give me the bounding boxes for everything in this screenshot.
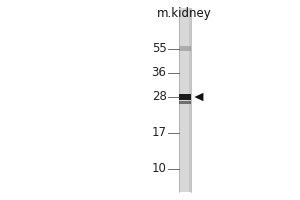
Text: 17: 17: [152, 127, 166, 140]
Text: 36: 36: [152, 66, 166, 79]
Text: m.kidney: m.kidney: [157, 6, 212, 20]
Bar: [178, 8, 190, 192]
Text: 10: 10: [152, 162, 166, 176]
Bar: [178, 94, 190, 100]
Bar: [178, 46, 190, 51]
Text: 55: 55: [152, 43, 167, 55]
Bar: [180, 8, 189, 192]
Text: 28: 28: [152, 90, 166, 104]
Bar: [178, 101, 190, 104]
Polygon shape: [194, 93, 203, 101]
